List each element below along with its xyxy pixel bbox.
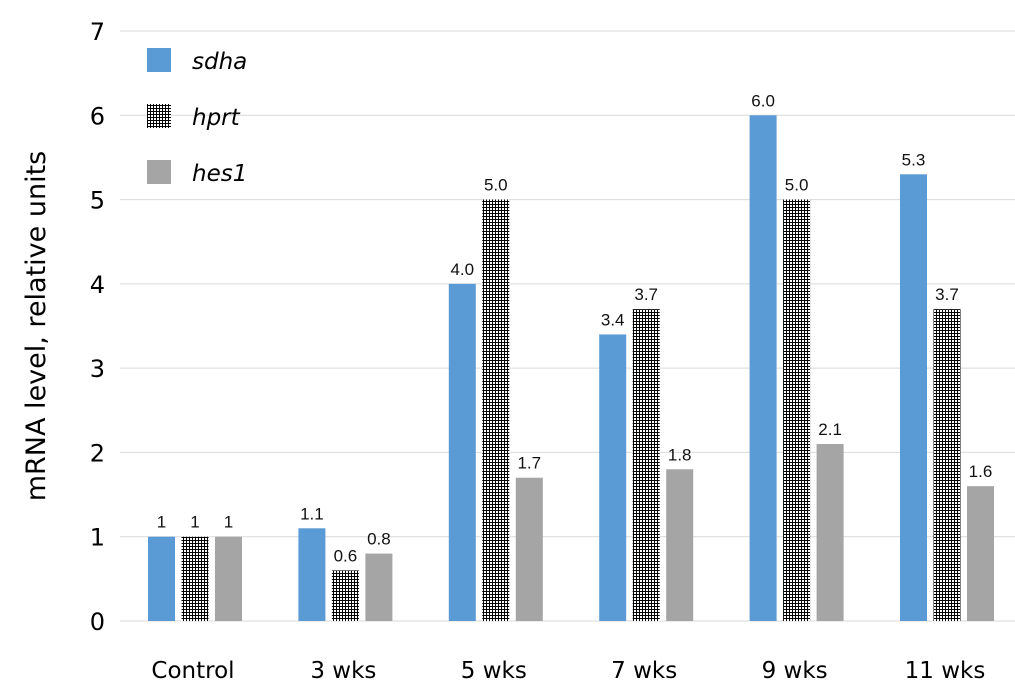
data-label-hes1: 1 xyxy=(224,513,233,532)
y-tick-label: 2 xyxy=(90,439,105,467)
bar-sdha xyxy=(448,283,476,621)
y-tick-label: 1 xyxy=(90,524,105,552)
legend: sdha hprt hes1 xyxy=(147,48,247,187)
bar-hes1 xyxy=(365,553,393,621)
bar-hes1 xyxy=(215,536,242,621)
x-tick-label: 11 wks xyxy=(905,658,986,684)
data-label-hes1: 1.8 xyxy=(668,445,692,464)
bar-hes1 xyxy=(515,477,543,621)
y-tick-label: 3 xyxy=(90,355,105,383)
bar-sdha xyxy=(148,536,175,621)
data-label-sdha: 1.1 xyxy=(300,504,324,523)
x-tick-label: 7 wks xyxy=(611,658,677,684)
bar-sdha xyxy=(900,174,927,622)
data-label-hes1: 2.1 xyxy=(818,420,842,439)
bar-hes1 xyxy=(666,469,694,621)
data-label-hes1: 1.6 xyxy=(969,462,993,481)
bar-sdha xyxy=(599,334,627,621)
legend-label-hprt: hprt xyxy=(192,105,241,131)
bar-hprt xyxy=(181,536,209,621)
x-tick-label: 9 wks xyxy=(762,658,828,684)
gridlines xyxy=(120,30,1015,622)
y-axis-label: mRNA level, relative units xyxy=(21,151,52,502)
legend-label-hes1: hes1 xyxy=(192,161,247,187)
legend-swatch-sdha xyxy=(147,48,171,72)
bar-hes1 xyxy=(816,444,844,621)
x-tick-label: Control xyxy=(151,658,234,684)
x-tick-labels: Control 3 wks 5 wks 7 wks 9 wks 11 wks xyxy=(151,658,985,684)
y-tick-labels: 0 1 2 3 4 5 6 7 xyxy=(90,18,105,636)
data-label-hes1: 1.7 xyxy=(517,454,541,473)
y-tick-label: 4 xyxy=(90,271,105,299)
data-label-hprt: 5.0 xyxy=(484,176,508,195)
bar-sdha xyxy=(298,528,326,621)
x-tick-label: 3 wks xyxy=(310,658,376,684)
bar-sdha xyxy=(749,115,777,622)
y-tick-label: 5 xyxy=(90,187,105,215)
bar-hprt xyxy=(632,309,660,621)
legend-swatch-hprt xyxy=(147,104,171,128)
bar-hes1 xyxy=(967,486,994,621)
data-label-hprt: 1 xyxy=(190,513,199,532)
data-label-sdha: 3.4 xyxy=(601,310,625,329)
data-label-sdha: 5.3 xyxy=(902,150,926,169)
data-label-sdha: 4.0 xyxy=(450,260,474,279)
y-tick-label: 6 xyxy=(90,102,105,130)
bar-hprt xyxy=(331,570,359,621)
bar-hprt xyxy=(933,309,961,621)
legend-label-sdha: sdha xyxy=(192,49,247,75)
bars: 1 1 1 1.1 0.6 0.8 4.0 5.0 1.7 3.4 3.7 1.8 6.0 5.0 2.1 5… xyxy=(148,91,994,622)
data-label-hes1: 0.8 xyxy=(367,530,391,549)
bar-hprt xyxy=(783,199,811,622)
legend-swatch-hes1 xyxy=(147,160,171,184)
data-label-hprt: 5.0 xyxy=(785,176,809,195)
data-label-hprt: 3.7 xyxy=(634,285,658,304)
data-label-hprt: 3.7 xyxy=(935,285,959,304)
x-tick-label: 5 wks xyxy=(461,658,527,684)
y-tick-label: 7 xyxy=(90,18,105,46)
y-tick-label: 0 xyxy=(90,608,105,636)
data-label-hprt: 0.6 xyxy=(334,546,358,565)
data-label-sdha: 1 xyxy=(157,513,166,532)
bar-hprt xyxy=(482,199,510,622)
data-label-sdha: 6.0 xyxy=(751,91,775,110)
